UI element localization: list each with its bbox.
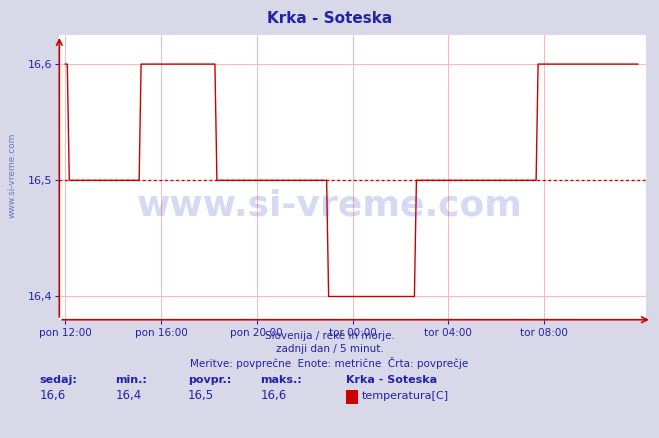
Text: www.si-vreme.com: www.si-vreme.com — [8, 133, 17, 218]
Text: 16,6: 16,6 — [260, 389, 287, 403]
Text: Slovenija / reke in morje.: Slovenija / reke in morje. — [264, 331, 395, 341]
Text: maks.:: maks.: — [260, 375, 302, 385]
Text: 16,5: 16,5 — [188, 389, 214, 403]
Text: Meritve: povprečne  Enote: metrične  Črta: povprečje: Meritve: povprečne Enote: metrične Črta:… — [190, 357, 469, 369]
Text: zadnji dan / 5 minut.: zadnji dan / 5 minut. — [275, 344, 384, 354]
Text: sedaj:: sedaj: — [40, 375, 77, 385]
Text: 16,4: 16,4 — [115, 389, 142, 403]
Text: min.:: min.: — [115, 375, 147, 385]
Text: povpr.:: povpr.: — [188, 375, 231, 385]
Text: temperatura[C]: temperatura[C] — [362, 392, 449, 402]
Text: www.si-vreme.com: www.si-vreme.com — [136, 189, 523, 223]
Text: Krka - Soteska: Krka - Soteska — [346, 375, 437, 385]
Text: 16,6: 16,6 — [40, 389, 66, 403]
Text: Krka - Soteska: Krka - Soteska — [267, 11, 392, 26]
